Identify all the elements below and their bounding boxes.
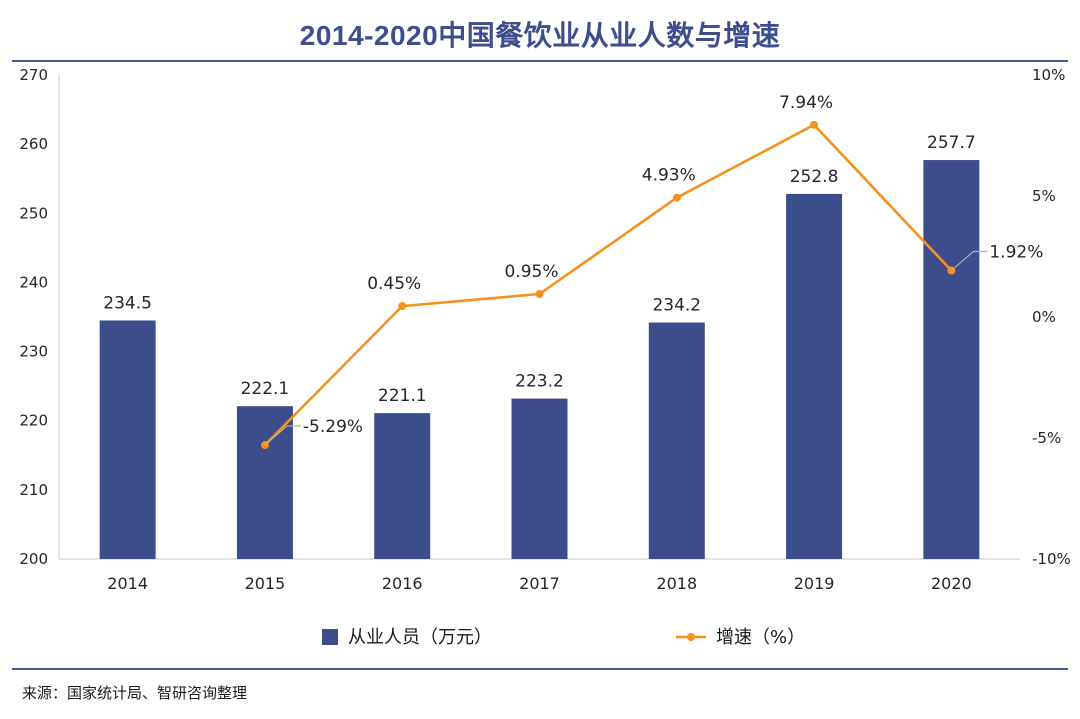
x-axis-tick-label-2015: 2015 [245, 574, 286, 593]
y-axis-right-tick-label: -5% [1032, 429, 1061, 447]
line-marker-2019[interactable] [810, 120, 819, 129]
line-marker-2017[interactable] [535, 290, 544, 299]
bar-value-label-2020: 257.7 [927, 133, 976, 153]
line-value-label-2017: 0.95% [504, 262, 558, 282]
legend-marker-growth [687, 633, 695, 641]
line-value-label-2018: 4.93% [642, 166, 696, 186]
x-axis-tick-label-2017: 2017 [519, 574, 560, 593]
y-axis-left-tick-label: 240 [19, 273, 48, 291]
bar-value-label-2016: 221.1 [378, 386, 427, 406]
bar-value-label-2014: 234.5 [103, 293, 152, 313]
bar-value-label-2019: 252.8 [790, 167, 839, 187]
bar-2018[interactable] [648, 322, 705, 559]
label-leader-line-2020 [950, 250, 988, 271]
footer-divider [12, 668, 1068, 670]
source-note: 来源：国家统计局、智研咨询整理 [22, 684, 248, 702]
legend-label-employees: 从业人员（万元） [348, 627, 492, 648]
y-axis-left-tick-label: 270 [19, 66, 48, 84]
bar-value-label-2018: 234.2 [652, 296, 701, 316]
x-axis-tick-label-2018: 2018 [656, 574, 697, 593]
y-axis-right-tick-label: -10% [1032, 550, 1071, 568]
x-axis-tick-label-2016: 2016 [382, 574, 423, 593]
growth-rate-line[interactable] [263, 123, 953, 447]
bar-2017[interactable] [511, 398, 568, 559]
y-axis-left-tick-label: 220 [19, 412, 48, 430]
page-title: 2014-2020中国餐饮业从业人数与增速 [299, 20, 781, 51]
bar-2014[interactable] [99, 320, 156, 559]
x-axis-tick-label-2020: 2020 [931, 574, 972, 593]
legend-label-growth: 增速（%） [716, 627, 805, 648]
legend-swatch-employees [322, 629, 338, 645]
bar-2016[interactable] [374, 413, 431, 559]
line-value-label-2019: 7.94% [779, 93, 833, 113]
bar-2015[interactable] [236, 406, 293, 559]
line-value-label-2015: -5.29% [303, 417, 363, 437]
y-axis-left-tick-label: 230 [19, 343, 48, 361]
y-axis-right-tick-label: 5% [1032, 187, 1056, 205]
bar-value-label-2015: 222.1 [241, 379, 290, 399]
bar-2020[interactable] [923, 160, 980, 559]
y-axis-right-tick-label: 0% [1032, 308, 1056, 326]
y-axis-right-tick-label: 10% [1032, 66, 1065, 84]
line-marker-2018[interactable] [672, 193, 681, 202]
label-leader-line-2015 [264, 425, 301, 446]
bar-value-label-2017: 223.2 [515, 372, 564, 392]
y-axis-left-tick-label: 260 [19, 135, 48, 153]
y-axis-left-tick-label: 210 [19, 481, 48, 499]
title-divider [12, 60, 1068, 62]
line-value-label-2020: 1.92% [989, 243, 1043, 263]
x-axis-tick-label-2014: 2014 [107, 574, 148, 593]
line-value-label-2016: 0.45% [367, 274, 421, 294]
y-axis-left-tick-label: 200 [19, 550, 48, 568]
line-marker-2016[interactable] [398, 302, 407, 311]
y-axis-left-tick-label: 250 [19, 204, 48, 222]
x-axis-tick-label-2019: 2019 [794, 574, 835, 593]
chart-canvas: 200 210 220 230 240 250 260 270 -10% -5% 0% 5% 10% 23… [19, 66, 1071, 648]
bar-2019[interactable] [786, 193, 843, 559]
